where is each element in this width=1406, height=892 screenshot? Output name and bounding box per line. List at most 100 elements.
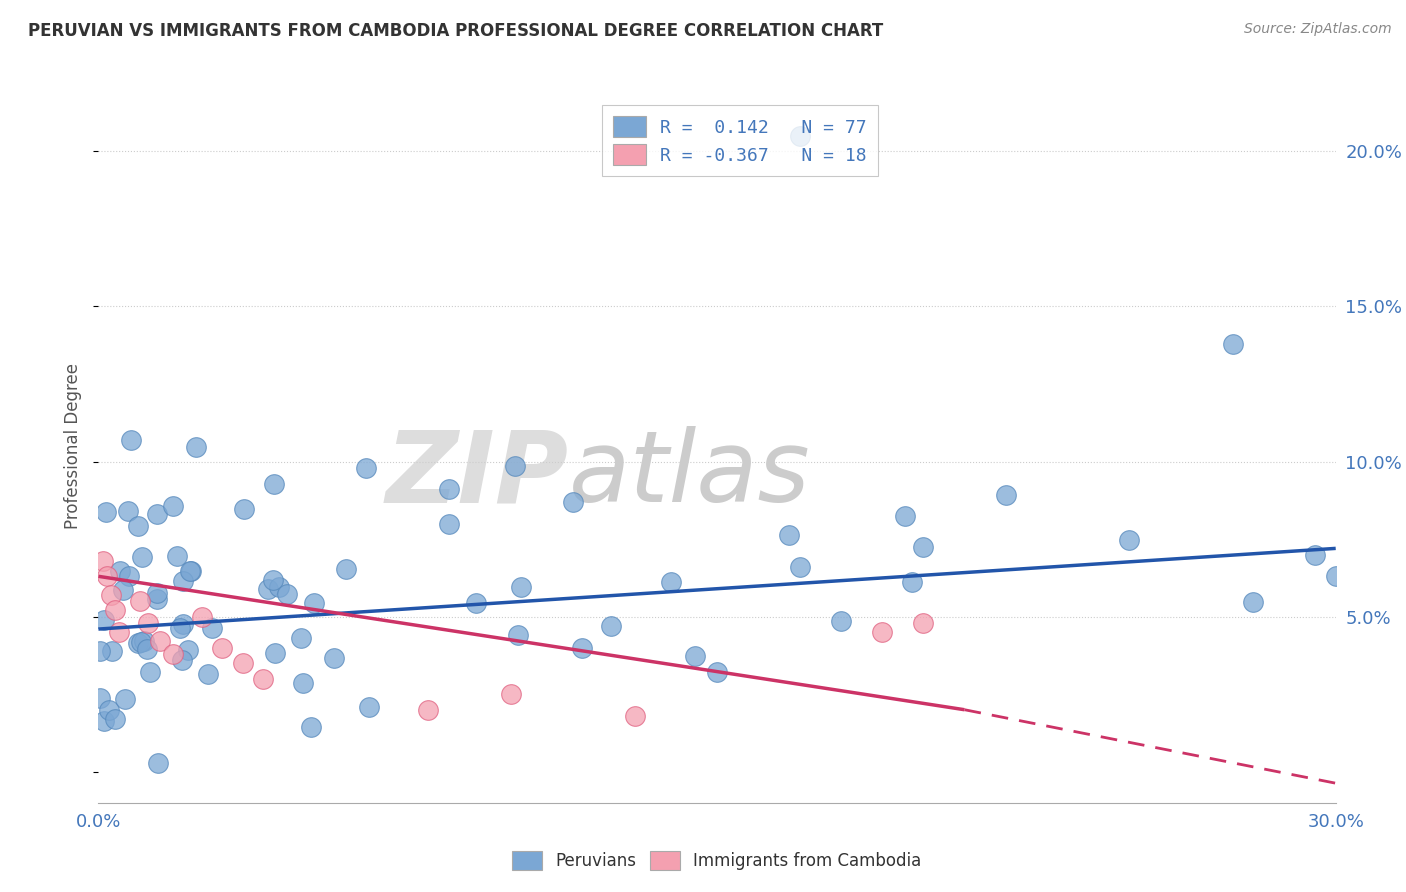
Point xyxy=(146,592,169,607)
Point xyxy=(623,709,645,723)
Point xyxy=(508,628,530,642)
Point xyxy=(1118,533,1140,547)
Point xyxy=(571,640,593,655)
Point xyxy=(108,625,131,640)
Point xyxy=(96,505,118,519)
Point xyxy=(357,700,380,714)
Point xyxy=(706,665,728,680)
Point xyxy=(101,644,124,658)
Point xyxy=(267,580,290,594)
Point xyxy=(464,596,486,610)
Point xyxy=(127,636,149,650)
Point xyxy=(900,574,922,589)
Point xyxy=(114,692,136,706)
Point xyxy=(263,477,285,491)
Point xyxy=(89,690,111,705)
Point xyxy=(870,625,893,640)
Point xyxy=(233,501,256,516)
Point xyxy=(127,519,149,533)
Point xyxy=(503,459,526,474)
Point xyxy=(778,527,800,541)
Point xyxy=(179,564,201,578)
Point xyxy=(166,549,188,564)
Point xyxy=(292,675,315,690)
Point xyxy=(1303,548,1326,562)
Point xyxy=(830,614,852,628)
Point xyxy=(232,656,254,670)
Point xyxy=(437,483,460,497)
Point xyxy=(97,703,120,717)
Point xyxy=(912,615,935,630)
Point xyxy=(135,642,157,657)
Point xyxy=(789,560,811,574)
Point xyxy=(96,569,118,583)
Point xyxy=(302,596,325,610)
Text: atlas: atlas xyxy=(568,426,810,523)
Point xyxy=(172,574,194,588)
Point xyxy=(659,574,682,589)
Point xyxy=(117,503,139,517)
Point xyxy=(994,488,1017,502)
Legend: Peruvians, Immigrants from Cambodia: Peruvians, Immigrants from Cambodia xyxy=(506,844,928,877)
Point xyxy=(148,756,170,770)
Point xyxy=(145,586,167,600)
Point xyxy=(93,613,115,627)
Text: Source: ZipAtlas.com: Source: ZipAtlas.com xyxy=(1244,22,1392,37)
Point xyxy=(149,634,172,648)
Point xyxy=(89,644,111,658)
Point xyxy=(356,460,378,475)
Point xyxy=(252,672,274,686)
Point xyxy=(91,554,114,568)
Text: ZIP: ZIP xyxy=(385,426,568,523)
Point xyxy=(162,647,184,661)
Point xyxy=(437,517,460,532)
Point xyxy=(104,713,127,727)
Point xyxy=(100,588,122,602)
Point xyxy=(120,433,142,447)
Point xyxy=(789,128,811,143)
Y-axis label: Professional Degree: Professional Degree xyxy=(65,363,83,529)
Point xyxy=(290,631,312,645)
Point xyxy=(510,580,533,594)
Point xyxy=(184,441,207,455)
Point xyxy=(108,564,131,578)
Point xyxy=(136,615,159,630)
Point xyxy=(323,650,346,665)
Point xyxy=(172,653,194,667)
Point xyxy=(499,687,522,701)
Point xyxy=(418,703,440,717)
Point xyxy=(1324,569,1347,583)
Point xyxy=(1222,336,1244,351)
Point xyxy=(211,640,233,655)
Point xyxy=(104,603,127,617)
Point xyxy=(201,620,224,634)
Point xyxy=(180,564,202,578)
Point xyxy=(112,582,135,597)
Point xyxy=(93,714,115,729)
Point xyxy=(599,619,621,633)
Point xyxy=(190,609,212,624)
Point xyxy=(276,586,298,600)
Text: PERUVIAN VS IMMIGRANTS FROM CAMBODIA PROFESSIONAL DEGREE CORRELATION CHART: PERUVIAN VS IMMIGRANTS FROM CAMBODIA PRO… xyxy=(28,22,883,40)
Point xyxy=(129,634,152,648)
Point xyxy=(683,648,706,663)
Point xyxy=(197,667,219,681)
Point xyxy=(169,621,191,635)
Point xyxy=(257,582,280,596)
Point xyxy=(335,562,357,576)
Point xyxy=(139,665,162,679)
Point xyxy=(264,646,287,660)
Point xyxy=(894,508,917,523)
Point xyxy=(177,642,200,657)
Point xyxy=(162,499,184,513)
Point xyxy=(145,507,167,521)
Point xyxy=(132,634,155,648)
Point xyxy=(172,617,194,632)
Point xyxy=(117,569,139,583)
Point xyxy=(561,495,583,509)
Point xyxy=(299,720,322,734)
Point xyxy=(912,540,935,554)
Point xyxy=(128,594,150,608)
Point xyxy=(131,549,153,564)
Point xyxy=(262,573,284,587)
